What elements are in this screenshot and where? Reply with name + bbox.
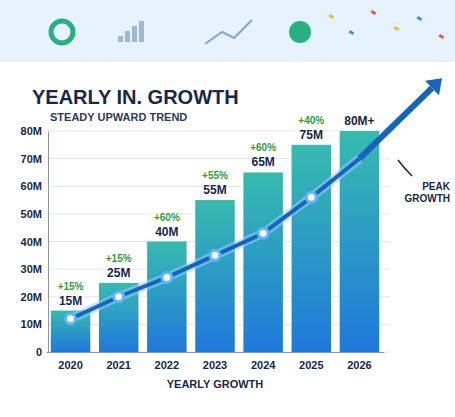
y-tick-label: 0	[36, 346, 42, 358]
x-tick: 2024	[251, 352, 276, 371]
data-label: 55M	[203, 183, 226, 197]
trend-point	[258, 228, 268, 238]
grid	[48, 131, 390, 352]
growth-label: +40%	[298, 115, 324, 126]
x-tick-label: 2026	[347, 359, 371, 371]
trend-line	[71, 159, 360, 319]
y-tick-label: 80M	[21, 125, 42, 137]
confetti	[439, 34, 445, 39]
icon-bar	[139, 21, 144, 42]
x-tick-label: 2023	[203, 359, 227, 371]
confetti	[329, 14, 335, 19]
x-tick: 2022	[155, 352, 179, 371]
bar	[243, 172, 282, 352]
y-tick-label: 20M	[21, 291, 42, 303]
subtitle: STEADY UPWARD TREND	[50, 111, 187, 123]
chart: 15M +15% 25M +15% 40M +60% 55M +55% 65M +60% 75M +4…	[0, 0, 455, 417]
y-tick: 80M	[21, 125, 48, 137]
icon-trend	[205, 20, 252, 44]
x-tick: 2020	[58, 352, 82, 371]
labels: 15M +15% 25M +15% 40M +60% 55M +55% 65M +60% 75M +4…	[58, 114, 375, 308]
y-tick-label: 30M	[21, 263, 42, 275]
data-label: 80M+	[344, 114, 374, 128]
grid-line	[48, 158, 390, 159]
bar	[147, 242, 186, 353]
banner	[0, 0, 455, 62]
data-label: 65M	[251, 155, 274, 169]
y-tick: 50M	[21, 208, 48, 220]
icon-bar	[132, 26, 137, 42]
x-tick-label: 2021	[106, 359, 130, 371]
confetti	[417, 16, 423, 21]
y-tick: 40M	[21, 236, 48, 248]
growth-label: +60%	[154, 212, 180, 223]
growth-label: +60%	[250, 142, 276, 153]
growth-label: +55%	[202, 170, 228, 181]
y-tick-label: 60M	[21, 180, 42, 192]
y-tick: 20M	[21, 291, 48, 303]
data-label: 75M	[300, 128, 323, 142]
trend-point	[162, 272, 172, 282]
y-tick: 60M	[21, 180, 48, 192]
plot-area	[51, 131, 379, 352]
trend-point	[306, 192, 316, 202]
x-tick: 2021	[106, 352, 130, 371]
icon-bar	[125, 31, 130, 42]
x-axis: 2020 2021 2022 2023 2024 2025 2026	[47, 352, 385, 371]
y-axis-line	[48, 132, 49, 353]
confetti	[349, 30, 355, 35]
y-axis: 0 10M 20M 30M 40M 50M 60M 70M 80M	[21, 125, 49, 358]
trend-point	[210, 250, 220, 260]
y-tick: 70M	[21, 153, 48, 165]
y-tick-label: 10M	[21, 318, 42, 330]
x-axis-title: YEARLY GROWTH	[167, 378, 264, 390]
x-tick: 2026	[347, 352, 371, 371]
growth-label: +15%	[106, 253, 132, 264]
x-tick-label: 2025	[299, 359, 323, 371]
icon-coin	[289, 21, 311, 43]
y-tick-label: 50M	[21, 208, 42, 220]
bar	[292, 145, 331, 352]
y-tick-label: 70M	[21, 153, 42, 165]
icon-ring	[51, 21, 73, 43]
data-label: 40M	[155, 225, 178, 239]
y-tick: 10M	[21, 318, 48, 330]
data-label: 15M	[59, 294, 82, 308]
x-axis-line	[47, 352, 385, 353]
icon-bar	[118, 36, 123, 42]
bar	[195, 200, 234, 352]
x-tick-label: 2024	[251, 359, 276, 371]
title: YEARLY IN. GROWTH	[32, 86, 239, 108]
x-tick-label: 2022	[155, 359, 179, 371]
banner-icons	[51, 10, 444, 44]
growth-label: +15%	[58, 281, 84, 292]
trend-point	[66, 314, 76, 324]
grid-line	[48, 131, 390, 132]
confetti	[371, 10, 377, 15]
data-label: 25M	[107, 266, 130, 280]
trend-arrow	[359, 88, 432, 159]
confetti	[394, 26, 400, 31]
x-tick-label: 2020	[58, 359, 82, 371]
note-pointer	[398, 160, 412, 176]
y-tick-label: 40M	[21, 236, 42, 248]
y-tick: 30M	[21, 263, 48, 275]
x-tick: 2025	[299, 352, 323, 371]
note: PEAKGROWTH	[404, 181, 450, 204]
y-tick: 0	[36, 346, 48, 358]
trend-point	[114, 292, 124, 302]
x-tick: 2023	[203, 352, 227, 371]
trend-arrowhead	[425, 78, 442, 95]
trend-glow	[71, 159, 360, 319]
